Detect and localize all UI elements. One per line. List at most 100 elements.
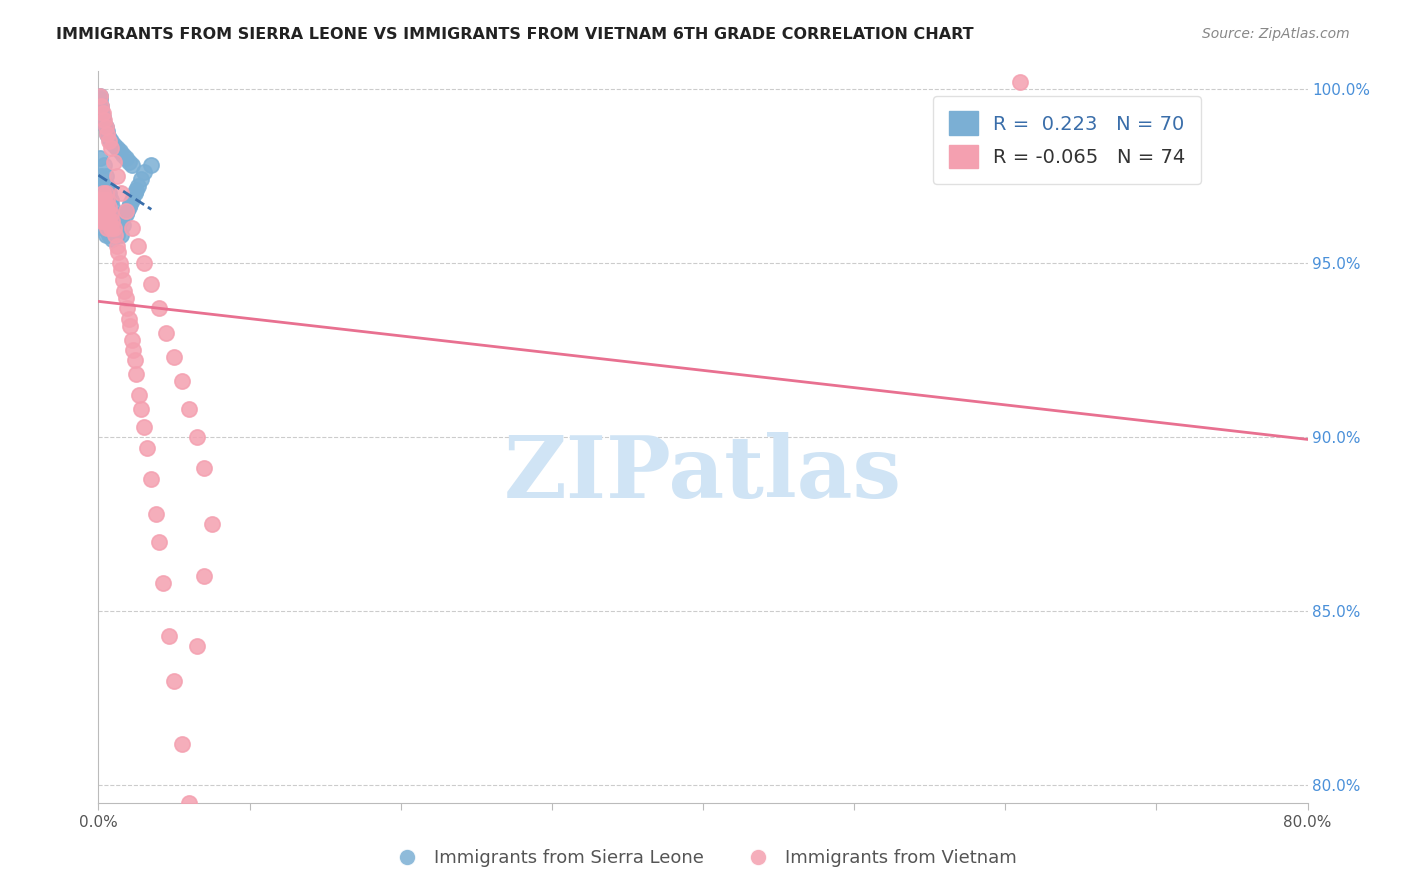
Immigrants from Vietnam [114, 203, 136, 218]
Immigrants from Vietnam [186, 430, 208, 444]
Immigrants from Vietnam [124, 353, 146, 368]
Immigrants from Sierra Leone [101, 231, 124, 245]
Immigrants from Vietnam [163, 350, 186, 364]
Immigrants from Sierra Leone [93, 193, 115, 207]
Legend: Immigrants from Sierra Leone, Immigrants from Vietnam: Immigrants from Sierra Leone, Immigrants… [382, 842, 1024, 874]
Immigrants from Vietnam [179, 796, 201, 810]
Immigrants from Vietnam [104, 228, 127, 243]
Immigrants from Vietnam [94, 186, 117, 201]
Immigrants from Sierra Leone [101, 214, 124, 228]
Immigrants from Sierra Leone [121, 158, 143, 172]
Immigrants from Sierra Leone [141, 158, 163, 172]
Immigrants from Vietnam [125, 368, 148, 382]
Immigrants from Sierra Leone [94, 214, 117, 228]
Immigrants from Vietnam [105, 169, 128, 183]
Immigrants from Vietnam [103, 155, 125, 169]
Immigrants from Vietnam [94, 120, 117, 134]
Immigrants from Sierra Leone [100, 211, 122, 225]
Text: IMMIGRANTS FROM SIERRA LEONE VS IMMIGRANTS FROM VIETNAM 6TH GRADE CORRELATION CH: IMMIGRANTS FROM SIERRA LEONE VS IMMIGRAN… [56, 27, 974, 42]
Immigrants from Vietnam [193, 461, 215, 475]
Immigrants from Vietnam [101, 214, 124, 228]
Immigrants from Sierra Leone [115, 203, 138, 218]
Immigrants from Sierra Leone [111, 218, 134, 232]
Immigrants from Sierra Leone [103, 207, 125, 221]
Immigrants from Sierra Leone [90, 99, 112, 113]
Immigrants from Sierra Leone [94, 169, 117, 183]
Immigrants from Vietnam [179, 402, 201, 417]
Immigrants from Vietnam [90, 99, 112, 113]
Immigrants from Sierra Leone [91, 110, 114, 124]
Immigrants from Vietnam [112, 284, 135, 298]
Immigrants from Sierra Leone [124, 186, 146, 201]
Text: Source: ZipAtlas.com: Source: ZipAtlas.com [1202, 27, 1350, 41]
Immigrants from Sierra Leone [120, 196, 142, 211]
Immigrants from Vietnam [148, 534, 170, 549]
Immigrants from Vietnam [141, 277, 163, 291]
Immigrants from Vietnam [122, 343, 145, 357]
Text: ZIPatlas: ZIPatlas [503, 432, 903, 516]
Immigrants from Vietnam [98, 134, 121, 148]
Immigrants from Sierra Leone [89, 152, 111, 166]
Immigrants from Sierra Leone [96, 207, 118, 221]
Immigrants from Vietnam [96, 207, 118, 221]
Immigrants from Vietnam [186, 639, 208, 653]
Immigrants from Vietnam [129, 402, 152, 417]
Immigrants from Sierra Leone [90, 103, 112, 117]
Immigrants from Sierra Leone [96, 179, 118, 194]
Immigrants from Vietnam [105, 238, 128, 252]
Immigrants from Vietnam [114, 291, 136, 305]
Immigrants from Sierra Leone [93, 117, 115, 131]
Immigrants from Vietnam [89, 88, 111, 103]
Immigrants from Sierra Leone [100, 134, 122, 148]
Immigrants from Vietnam [110, 263, 132, 277]
Immigrants from Vietnam [145, 507, 167, 521]
Immigrants from Sierra Leone [105, 228, 128, 243]
Immigrants from Vietnam [127, 238, 149, 252]
Immigrants from Vietnam [115, 301, 138, 316]
Immigrants from Vietnam [96, 193, 118, 207]
Immigrants from Sierra Leone [90, 106, 112, 120]
Immigrants from Vietnam [91, 106, 114, 120]
Immigrants from Vietnam [110, 186, 132, 201]
Immigrants from Sierra Leone [98, 203, 121, 218]
Immigrants from Vietnam [96, 127, 118, 141]
Immigrants from Vietnam [91, 214, 114, 228]
Immigrants from Sierra Leone [98, 228, 121, 243]
Immigrants from Vietnam [91, 200, 114, 214]
Immigrants from Vietnam [107, 245, 129, 260]
Immigrants from Sierra Leone [94, 186, 117, 201]
Immigrants from Sierra Leone [114, 207, 136, 221]
Immigrants from Sierra Leone [107, 221, 129, 235]
Immigrants from Sierra Leone [91, 203, 114, 218]
Immigrants from Sierra Leone [90, 179, 112, 194]
Immigrants from Vietnam [159, 629, 181, 643]
Immigrants from Vietnam [1010, 75, 1032, 89]
Immigrants from Sierra Leone [93, 158, 115, 172]
Immigrants from Sierra Leone [105, 214, 128, 228]
Immigrants from Sierra Leone [110, 211, 132, 225]
Immigrants from Sierra Leone [121, 193, 143, 207]
Immigrants from Sierra Leone [93, 179, 115, 194]
Immigrants from Vietnam [170, 737, 193, 751]
Immigrants from Sierra Leone [94, 120, 117, 134]
Immigrants from Sierra Leone [125, 183, 148, 197]
Immigrants from Sierra Leone [114, 152, 136, 166]
Immigrants from Vietnam [132, 256, 155, 270]
Immigrants from Vietnam [155, 326, 177, 340]
Immigrants from Sierra Leone [118, 200, 141, 214]
Immigrants from Vietnam [93, 193, 115, 207]
Legend: R =  0.223   N = 70, R = -0.065   N = 74: R = 0.223 N = 70, R = -0.065 N = 74 [934, 95, 1201, 184]
Immigrants from Vietnam [90, 214, 112, 228]
Immigrants from Vietnam [98, 200, 121, 214]
Immigrants from Sierra Leone [98, 186, 121, 201]
Immigrants from Sierra Leone [100, 193, 122, 207]
Immigrants from Sierra Leone [94, 203, 117, 218]
Immigrants from Sierra Leone [96, 127, 118, 141]
Immigrants from Vietnam [128, 388, 150, 402]
Immigrants from Sierra Leone [127, 179, 149, 194]
Immigrants from Sierra Leone [96, 221, 118, 235]
Immigrants from Vietnam [111, 273, 134, 287]
Immigrants from Sierra Leone [108, 214, 131, 228]
Immigrants from Sierra Leone [103, 221, 125, 235]
Immigrants from Sierra Leone [96, 123, 118, 137]
